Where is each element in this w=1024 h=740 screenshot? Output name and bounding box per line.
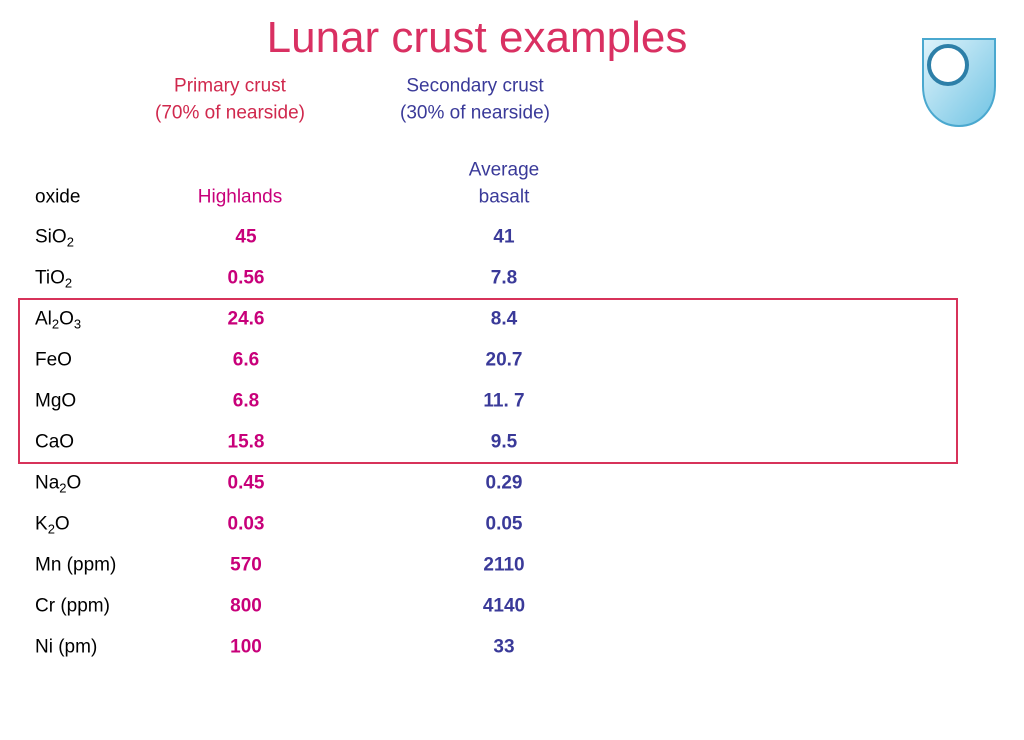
oxide-text: CaO xyxy=(35,431,75,453)
logo xyxy=(922,38,996,128)
value-cell: 9.5 xyxy=(490,431,518,453)
title: Lunar crust examples xyxy=(266,13,688,62)
value-cell: 15.8 xyxy=(227,431,265,453)
oxide-cell: FeO xyxy=(35,351,72,370)
value-cell: 45 xyxy=(235,226,257,248)
group-label: (30% of nearside) xyxy=(400,102,550,124)
oxide-cell: Mn (ppm) xyxy=(35,556,116,575)
value-cell: 7.8 xyxy=(490,267,518,289)
value-cell: 0.29 xyxy=(485,472,523,494)
oxide-text: O xyxy=(54,513,70,535)
oxide-cell: TiO2 xyxy=(35,267,73,291)
value-cell: 0.03 xyxy=(227,513,265,535)
group-label: (70% of nearside) xyxy=(155,102,305,124)
oxide-text: TiO xyxy=(35,267,65,289)
oxide-cell: CaO xyxy=(35,433,74,452)
value-cell: 0.45 xyxy=(227,472,265,494)
subscript: 3 xyxy=(73,316,82,332)
oxide-cell: K2O xyxy=(35,513,70,537)
oxide-text: O xyxy=(66,472,82,494)
subscript: 2 xyxy=(64,275,73,291)
oxide-text: O xyxy=(59,308,74,330)
value-cell: 570 xyxy=(230,554,262,576)
value-cell: 11. 7 xyxy=(483,390,525,412)
oxide-cell: Na2O xyxy=(35,472,82,496)
oxide-text: K xyxy=(35,513,48,535)
value-cell: 2110 xyxy=(483,554,525,576)
column-header: Highlands xyxy=(197,186,283,208)
subscript: 2 xyxy=(59,480,67,496)
oxide-cell: SiO2 xyxy=(35,226,74,250)
oxide-text: Cr (ppm) xyxy=(35,595,110,617)
column-header: Average xyxy=(468,159,540,181)
oxide-cell: Al2O3 xyxy=(35,308,82,332)
value-cell: 6.6 xyxy=(232,349,260,371)
value-cell: 6.8 xyxy=(232,390,260,412)
subscript: 2 xyxy=(51,316,60,332)
value-cell: 20.7 xyxy=(485,349,523,371)
subscript: 2 xyxy=(47,521,55,537)
oxide-cell: Ni (pm) xyxy=(35,638,97,657)
value-cell: 41 xyxy=(493,226,515,248)
oxide-text: Al xyxy=(35,308,52,330)
column-header: oxide xyxy=(35,186,81,208)
oxide-text: Mn (ppm) xyxy=(35,554,117,576)
value-cell: 100 xyxy=(230,636,262,658)
oxide-cell: MgO xyxy=(35,392,76,411)
oxide-text: Ni (pm) xyxy=(35,636,98,658)
value-cell: 0.05 xyxy=(485,513,523,535)
oxide-text: SiO xyxy=(35,226,67,248)
column-header: basalt xyxy=(478,186,530,208)
value-cell: 8.4 xyxy=(490,308,518,330)
oxide-text: FeO xyxy=(35,349,72,371)
value-cell: 0.56 xyxy=(227,267,265,289)
oxide-text: Na xyxy=(35,472,60,494)
value-cell: 24.6 xyxy=(227,308,265,330)
oxide-cell: Cr (ppm) xyxy=(35,597,110,616)
value-cell: 800 xyxy=(230,595,262,617)
oxide-text: MgO xyxy=(35,390,77,412)
group-label: Secondary crust xyxy=(406,75,544,97)
value-cell: 33 xyxy=(493,636,515,658)
value-cell: 4140 xyxy=(482,595,526,617)
highlight-box xyxy=(18,298,958,464)
subscript: 2 xyxy=(66,234,74,250)
group-label: Primary crust xyxy=(174,75,286,97)
